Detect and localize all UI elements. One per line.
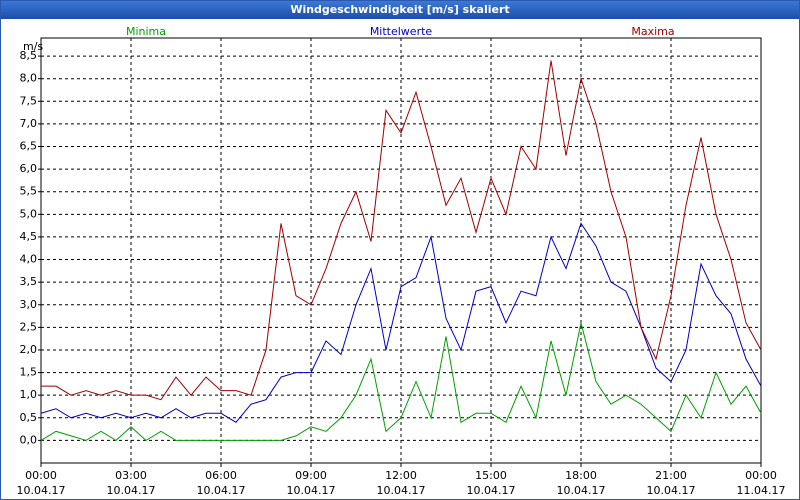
y-tick-label: 3,0 bbox=[20, 298, 38, 311]
x-tick-label: 00:00 bbox=[745, 469, 777, 482]
x-tick-label: 12:00 bbox=[385, 469, 417, 482]
y-tick-label: 0,0 bbox=[20, 433, 38, 446]
y-tick-label: 6,0 bbox=[20, 162, 38, 175]
chart: m/s 0,0 0,5 1,0 1,5 2,0 2,5 3,0 3,5 4,0 4,5 5,0 5,5… bbox=[17, 25, 786, 497]
y-tick-label: 5,5 bbox=[20, 185, 38, 198]
legend-label: Minima bbox=[126, 25, 166, 38]
x-tick-date: 10.04.17 bbox=[557, 484, 606, 497]
y-tick-label: 7,5 bbox=[20, 94, 38, 107]
title-bar: Windgeschwindigkeit [m/s] skaliert bbox=[1, 1, 799, 19]
y-tick-label: 3,5 bbox=[20, 275, 38, 288]
x-tick-label: 09:00 bbox=[295, 469, 327, 482]
x-tick-date: 10.04.17 bbox=[197, 484, 246, 497]
y-tick-label: 5,0 bbox=[20, 207, 38, 220]
x-tick-label: 15:00 bbox=[475, 469, 507, 482]
y-tick-label: 6,5 bbox=[20, 140, 38, 153]
y-axis-label: m/s bbox=[23, 40, 43, 53]
x-tick-date: 10.04.17 bbox=[647, 484, 696, 497]
x-tick-date: 10.04.17 bbox=[467, 484, 516, 497]
x-tick-label: 21:00 bbox=[655, 469, 687, 482]
x-tick-date: 11.04.17 bbox=[737, 484, 786, 497]
y-tick-label: 7,0 bbox=[20, 117, 38, 130]
x-tick-date: 10.04.17 bbox=[107, 484, 156, 497]
x-tick-label: 06:00 bbox=[205, 469, 237, 482]
y-tick-label: 0,5 bbox=[20, 411, 38, 424]
series-line bbox=[41, 60, 762, 401]
x-tick-label: 00:00 bbox=[25, 469, 57, 482]
x-tick-date: 10.04.17 bbox=[377, 484, 426, 497]
y-tick-label: 4,5 bbox=[20, 230, 38, 243]
y-tick-label: 2,0 bbox=[20, 343, 38, 356]
series-line bbox=[40, 322, 762, 442]
x-tick-date: 10.04.17 bbox=[287, 484, 336, 497]
legend-label: Maxima bbox=[631, 25, 674, 38]
y-tick-label: 8,5 bbox=[20, 49, 38, 62]
y-tick-label: 1,0 bbox=[20, 388, 38, 401]
y-tick-label: 4,0 bbox=[20, 253, 38, 266]
y-tick-label: 1,5 bbox=[20, 366, 38, 379]
x-tick-label: 18:00 bbox=[565, 469, 597, 482]
x-tick-date: 10.04.17 bbox=[17, 484, 66, 497]
y-tick-label: 8,0 bbox=[20, 72, 38, 85]
legend-label: Mittelwerte bbox=[370, 25, 433, 38]
y-tick-label: 2,5 bbox=[20, 320, 38, 333]
x-tick-label: 03:00 bbox=[115, 469, 147, 482]
